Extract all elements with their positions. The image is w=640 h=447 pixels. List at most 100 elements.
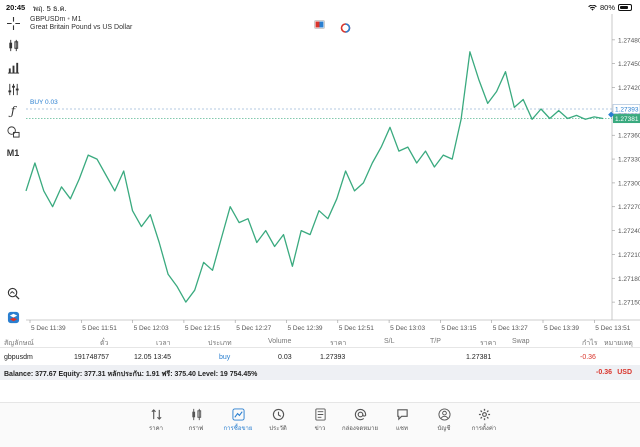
tab-history[interactable]: ประวัติ bbox=[258, 408, 298, 433]
trade-icon bbox=[231, 408, 245, 421]
header-comment: หมายเหตุ bbox=[604, 340, 633, 347]
x-tick-label: 5 Dec 11:51 bbox=[82, 325, 117, 332]
tab-quotes[interactable]: ราคา bbox=[136, 408, 176, 433]
quotes-icon bbox=[150, 409, 162, 420]
y-tick-label: 1.27300 bbox=[618, 180, 640, 187]
settings-sliders-icon[interactable] bbox=[4, 80, 22, 98]
header-volume: Volume bbox=[268, 338, 292, 345]
x-tick-label: 5 Dec 13:03 bbox=[390, 325, 425, 332]
header-sl: S/L bbox=[384, 338, 395, 345]
header-price-current: ราคา bbox=[480, 340, 497, 347]
price-chart[interactable]: 1.274801.274501.274201.273901.273601.273… bbox=[0, 14, 640, 334]
chart-area[interactable]: 1.274801.274501.274201.273901.273601.273… bbox=[0, 14, 640, 334]
row-type: buy bbox=[219, 354, 231, 361]
x-tick-label: 5 Dec 12:03 bbox=[134, 325, 169, 332]
objects-icon[interactable] bbox=[4, 122, 22, 140]
mailbox-icon bbox=[354, 408, 366, 421]
chart-icon bbox=[191, 408, 201, 421]
y-tick-label: 1.27420 bbox=[618, 85, 640, 92]
crosshair-icon[interactable] bbox=[4, 14, 22, 32]
chat-icon bbox=[396, 409, 408, 421]
x-tick-label: 5 Dec 13:27 bbox=[493, 325, 528, 332]
tab-account[interactable]: บัญชี bbox=[424, 408, 464, 433]
currency-label: USD bbox=[617, 369, 632, 376]
tab-chart[interactable]: กราฟ bbox=[176, 408, 216, 433]
position-price-label: 1.27393 bbox=[615, 107, 639, 114]
timeframe-button[interactable]: M1 bbox=[6, 148, 20, 158]
x-tick-label: 5 Dec 12:27 bbox=[236, 325, 271, 332]
mt5-logo-icon bbox=[4, 308, 22, 326]
tab-label: ข่าว bbox=[314, 426, 326, 432]
y-tick-label: 1.27150 bbox=[618, 300, 640, 307]
header-symbol: สัญลักษณ์ bbox=[4, 340, 34, 347]
wifi-icon bbox=[588, 4, 597, 11]
function-icon[interactable]: ƒ bbox=[10, 104, 16, 118]
battery-icon bbox=[618, 4, 632, 11]
tab-label: บัญชี bbox=[437, 426, 451, 432]
y-tick-label: 1.27180 bbox=[618, 276, 640, 283]
status-bar: 20:45 พฤ. 5 ธ.ค. 80% bbox=[0, 0, 640, 14]
table-header: สัญลักษณ์ ตั๋ว เวลา ประเภท Volume ราคา S… bbox=[0, 334, 640, 348]
row-symbol: gbpusdm bbox=[4, 354, 33, 361]
total-profit: -0.36 bbox=[596, 369, 612, 376]
y-tick-label: 1.27450 bbox=[618, 61, 640, 68]
current-price-label: 1.27381 bbox=[615, 116, 639, 123]
header-ticket: ตั๋ว bbox=[100, 340, 109, 347]
indicators-icon[interactable] bbox=[4, 58, 22, 76]
x-tick-label: 5 Dec 13:51 bbox=[595, 325, 630, 332]
symbol-description: Great Britain Pound vs US Dollar bbox=[30, 24, 133, 31]
y-tick-label: 1.27210 bbox=[618, 252, 640, 259]
row-volume: 0.03 bbox=[278, 354, 292, 361]
tab-label: กราฟ bbox=[188, 426, 204, 432]
y-tick-label: 1.27240 bbox=[618, 228, 640, 235]
status-date: พฤ. 5 ธ.ค. bbox=[33, 4, 67, 13]
x-tick-label: 5 Dec 13:39 bbox=[544, 325, 579, 332]
tab-chat[interactable]: แชท bbox=[382, 408, 422, 433]
tab-label: ราคา bbox=[149, 426, 163, 432]
x-tick-label: 5 Dec 12:51 bbox=[339, 325, 374, 332]
y-tick-label: 1.27270 bbox=[618, 204, 640, 211]
x-tick-label: 5 Dec 12:15 bbox=[185, 325, 220, 332]
one-click-trading-icon[interactable] bbox=[314, 20, 325, 29]
buy-position-label[interactable]: BUY 0.03 bbox=[30, 99, 58, 106]
symbol-name: GBPUSDm bbox=[30, 16, 66, 23]
tab-label: การซื้อขาย bbox=[223, 426, 253, 432]
zoom-icon[interactable] bbox=[4, 284, 22, 302]
header-price-open: ราคา bbox=[330, 340, 347, 347]
position-price-box bbox=[612, 104, 640, 114]
tab-news[interactable]: ข่าว bbox=[300, 408, 340, 433]
tab-label: การตั้งค่า bbox=[471, 426, 497, 432]
candles-icon[interactable] bbox=[4, 36, 22, 54]
depth-of-market-icon[interactable] bbox=[340, 20, 351, 33]
battery-percent: 80% bbox=[599, 3, 615, 12]
bottom-tab-bar: ราคา กราฟ การซื้อขาย ประวัติ ข่าว กล่องจ… bbox=[0, 402, 640, 447]
balance-text: Balance: 377.67 Equity: 377.31 หลักประกั… bbox=[4, 371, 258, 378]
chart-symbol: GBPUSDm • M1 bbox=[30, 16, 82, 23]
row-ticket: 191748757 bbox=[74, 354, 110, 361]
tab-mailbox[interactable]: กล่องจดหมาย bbox=[340, 408, 380, 433]
tab-label: ประวัติ bbox=[269, 426, 287, 432]
tab-settings[interactable]: การตั้งค่า bbox=[464, 408, 504, 433]
positions-table: สัญลักษณ์ ตั๋ว เวลา ประเภท Volume ราคา S… bbox=[0, 334, 640, 380]
header-time: เวลา bbox=[156, 340, 171, 347]
price-series-line bbox=[25, 51, 604, 303]
table-row[interactable]: gbpusdm 191748757 12.05 13:45 buy 0.03 1… bbox=[0, 350, 640, 364]
status-time: 20:45 bbox=[6, 3, 26, 12]
tab-label: แชท bbox=[396, 426, 408, 432]
row-price-current: 1.27381 bbox=[466, 354, 492, 361]
position-marker bbox=[608, 111, 615, 118]
x-tick-label: 5 Dec 12:39 bbox=[288, 325, 323, 332]
header-profit: กำไร bbox=[582, 340, 598, 347]
header-swap: Swap bbox=[512, 338, 530, 345]
account-icon bbox=[437, 408, 451, 421]
current-price-box bbox=[613, 114, 640, 124]
news-icon bbox=[314, 408, 326, 421]
chart-toolbar: ƒ M1 bbox=[0, 14, 26, 334]
tab-trade[interactable]: การซื้อขาย bbox=[218, 408, 258, 433]
battery-level bbox=[620, 6, 628, 9]
settings-icon bbox=[478, 408, 490, 421]
row-price-open: 1.27393 bbox=[320, 354, 346, 361]
row-time: 12.05 13:45 bbox=[134, 354, 171, 361]
y-tick-label: 1.27360 bbox=[618, 133, 640, 140]
balance-bar: Balance: 377.67 Equity: 377.31 หลักประกั… bbox=[0, 365, 640, 380]
